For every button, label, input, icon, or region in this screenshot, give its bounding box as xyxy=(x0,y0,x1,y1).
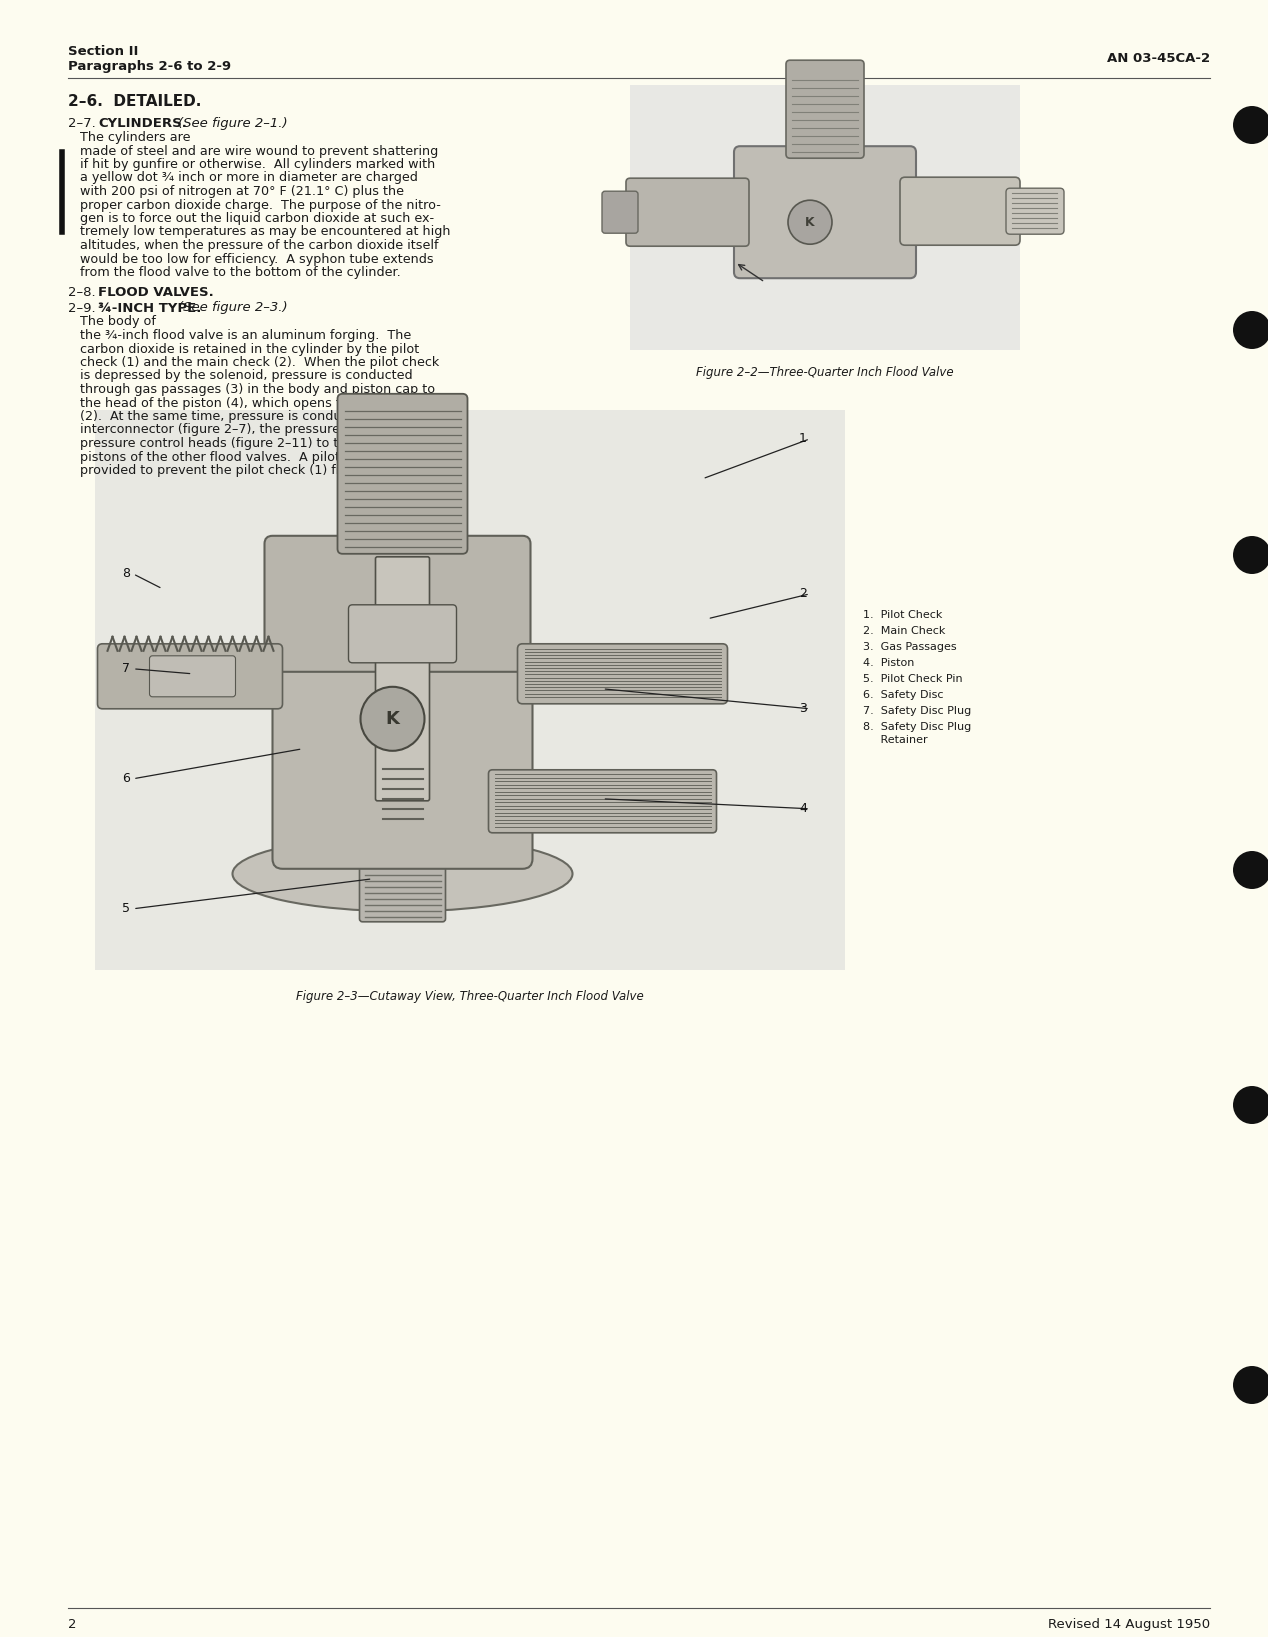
Text: ¾-INCH TYPE.: ¾-INCH TYPE. xyxy=(98,301,202,314)
Text: 1: 1 xyxy=(799,432,806,445)
Text: made of steel and are wire wound to prevent shattering: made of steel and are wire wound to prev… xyxy=(80,144,439,157)
Text: (2).  At the same time, pressure is conducted through the: (2). At the same time, pressure is condu… xyxy=(80,409,449,422)
FancyBboxPatch shape xyxy=(150,656,236,697)
Text: 2.  Main Check: 2. Main Check xyxy=(864,625,946,637)
FancyBboxPatch shape xyxy=(900,177,1019,246)
Circle shape xyxy=(1232,311,1268,349)
Text: 3: 3 xyxy=(799,702,806,715)
Text: is depressed by the solenoid, pressure is conducted: is depressed by the solenoid, pressure i… xyxy=(80,370,412,383)
FancyBboxPatch shape xyxy=(375,557,430,800)
Text: 7.  Safety Disc Plug: 7. Safety Disc Plug xyxy=(864,706,971,715)
Text: altitudes, when the pressure of the carbon dioxide itself: altitudes, when the pressure of the carb… xyxy=(80,239,439,252)
Circle shape xyxy=(1232,535,1268,575)
FancyBboxPatch shape xyxy=(626,178,749,246)
FancyBboxPatch shape xyxy=(98,643,283,709)
Text: 4.  Piston: 4. Piston xyxy=(864,658,914,668)
Text: from the flood valve to the bottom of the cylinder.: from the flood valve to the bottom of th… xyxy=(80,265,401,278)
Text: Revised 14 August 1950: Revised 14 August 1950 xyxy=(1047,1617,1210,1630)
Text: 5.  Pilot Check Pin: 5. Pilot Check Pin xyxy=(864,674,962,684)
Text: provided to prevent the pilot check (1) from falling out: provided to prevent the pilot check (1) … xyxy=(80,463,430,476)
Text: 7: 7 xyxy=(122,663,131,676)
Text: tremely low temperatures as may be encountered at high: tremely low temperatures as may be encou… xyxy=(80,226,450,239)
Text: 6.  Safety Disc: 6. Safety Disc xyxy=(864,691,943,701)
Text: with 200 psi of nitrogen at 70° F (21.1° C) plus the: with 200 psi of nitrogen at 70° F (21.1°… xyxy=(80,185,404,198)
Text: The cylinders are: The cylinders are xyxy=(80,131,190,144)
Circle shape xyxy=(1232,1085,1268,1125)
Text: Figure 2–3—Cutaway View, Three-Quarter Inch Flood Valve: Figure 2–3—Cutaway View, Three-Quarter I… xyxy=(297,990,644,1003)
Text: 2: 2 xyxy=(799,588,806,601)
Text: the ¾-inch flood valve is an aluminum forging.  The: the ¾-inch flood valve is an aluminum fo… xyxy=(80,329,411,342)
Text: the head of the piston (4), which opens the main check: the head of the piston (4), which opens … xyxy=(80,396,434,409)
Text: CYLINDERS.: CYLINDERS. xyxy=(98,116,186,129)
FancyBboxPatch shape xyxy=(337,395,468,553)
Text: through gas passages (3) in the body and piston cap to: through gas passages (3) in the body and… xyxy=(80,383,435,396)
Text: Paragraphs 2-6 to 2-9: Paragraphs 2-6 to 2-9 xyxy=(68,61,231,74)
Text: carbon dioxide is retained in the cylinder by the pilot: carbon dioxide is retained in the cylind… xyxy=(80,342,420,355)
Text: (See figure 2–3.): (See figure 2–3.) xyxy=(178,301,288,314)
Text: check (1) and the main check (2).  When the pilot check: check (1) and the main check (2). When t… xyxy=(80,355,439,368)
FancyBboxPatch shape xyxy=(602,192,638,232)
Text: Retainer: Retainer xyxy=(864,735,928,745)
Text: K: K xyxy=(385,710,399,728)
Text: gen is to force out the liquid carbon dioxide at such ex-: gen is to force out the liquid carbon di… xyxy=(80,213,434,224)
Text: 2–6.  DETAILED.: 2–6. DETAILED. xyxy=(68,93,202,110)
FancyBboxPatch shape xyxy=(734,146,915,278)
Text: 1.  Pilot Check: 1. Pilot Check xyxy=(864,611,942,620)
Text: interconnector (figure 2–7), the pressure tubing and the: interconnector (figure 2–7), the pressur… xyxy=(80,424,439,437)
Text: pistons of the other flood valves.  A pilot check pin (5) is: pistons of the other flood valves. A pil… xyxy=(80,450,441,463)
Text: 2–9.: 2–9. xyxy=(68,301,95,314)
Text: 2–7.: 2–7. xyxy=(68,116,96,129)
Text: 5: 5 xyxy=(122,902,131,915)
Ellipse shape xyxy=(232,837,572,912)
Text: 4: 4 xyxy=(799,802,806,815)
Text: K: K xyxy=(805,216,815,229)
Text: 2–8.: 2–8. xyxy=(68,285,95,298)
Text: The body of: The body of xyxy=(80,316,156,329)
Bar xyxy=(95,409,844,971)
Circle shape xyxy=(1232,1365,1268,1405)
FancyBboxPatch shape xyxy=(273,648,533,869)
FancyBboxPatch shape xyxy=(360,866,445,922)
Text: AN 03-45CA-2: AN 03-45CA-2 xyxy=(1107,52,1210,65)
FancyBboxPatch shape xyxy=(517,643,728,704)
Circle shape xyxy=(1232,851,1268,889)
FancyBboxPatch shape xyxy=(265,535,530,671)
Bar xyxy=(630,85,1019,350)
Text: FLOOD VALVES.: FLOOD VALVES. xyxy=(98,285,214,298)
Circle shape xyxy=(360,688,425,751)
Text: 8.  Safety Disc Plug: 8. Safety Disc Plug xyxy=(864,722,971,732)
Text: Section II: Section II xyxy=(68,44,138,57)
FancyBboxPatch shape xyxy=(1006,188,1064,234)
FancyBboxPatch shape xyxy=(488,769,716,833)
Text: 8: 8 xyxy=(122,568,131,579)
Text: would be too low for efficiency.  A syphon tube extends: would be too low for efficiency. A sypho… xyxy=(80,252,434,265)
Text: 2: 2 xyxy=(68,1617,76,1630)
Text: proper carbon dioxide charge.  The purpose of the nitro-: proper carbon dioxide charge. The purpos… xyxy=(80,198,441,211)
Text: (See figure 2–1.): (See figure 2–1.) xyxy=(178,116,288,129)
Text: if hit by gunfire or otherwise.  All cylinders marked with: if hit by gunfire or otherwise. All cyli… xyxy=(80,159,435,170)
Circle shape xyxy=(1232,106,1268,144)
FancyBboxPatch shape xyxy=(349,604,456,663)
Text: Figure 2–2—Three-Quarter Inch Flood Valve: Figure 2–2—Three-Quarter Inch Flood Valv… xyxy=(696,367,954,380)
Circle shape xyxy=(787,200,832,244)
Text: 6: 6 xyxy=(122,773,131,786)
Text: 3.  Gas Passages: 3. Gas Passages xyxy=(864,642,956,652)
FancyBboxPatch shape xyxy=(786,61,864,159)
Text: pressure control heads (figure 2–11) to the heads of the: pressure control heads (figure 2–11) to … xyxy=(80,437,439,450)
Text: a yellow dot ¾ inch or more in diameter are charged: a yellow dot ¾ inch or more in diameter … xyxy=(80,172,418,185)
